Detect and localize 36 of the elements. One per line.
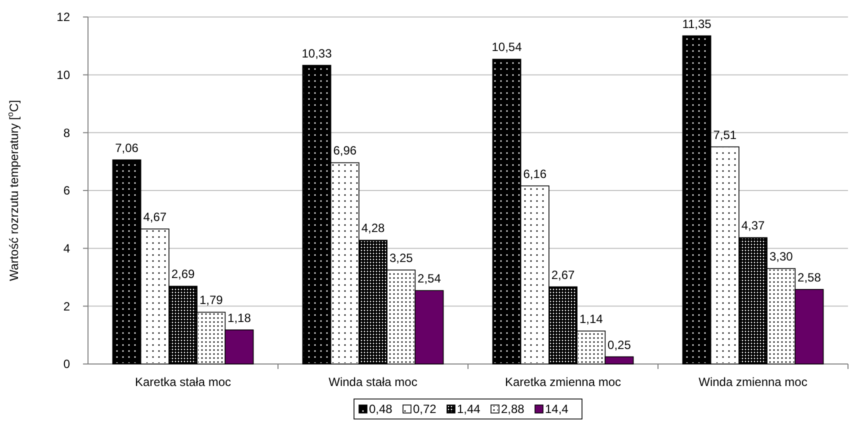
data-label: 2,54 <box>418 272 442 286</box>
data-label: 6,96 <box>333 144 357 158</box>
data-label: 2,58 <box>798 270 822 284</box>
y-tick-label: 2 <box>63 299 70 314</box>
data-label: 1,18 <box>228 310 252 325</box>
x-tick-label: Winda zmienna moc <box>698 375 808 389</box>
data-label: 11,35 <box>682 16 712 31</box>
legend-label: 2,88 <box>501 402 525 416</box>
data-label: 1,79 <box>199 293 224 308</box>
data-label: 3,25 <box>389 251 414 266</box>
data-label: 10,33 <box>302 46 332 60</box>
x-tick-label: Karetka stała moc <box>134 375 232 389</box>
data-label: 3,30 <box>769 250 794 264</box>
legend-label: 0,72 <box>413 402 437 416</box>
data-label: 0,25 <box>608 338 632 352</box>
data-label: 1,14 <box>579 312 604 326</box>
x-tick-label: Winda stała moc <box>328 375 418 389</box>
data-label: 6,16 <box>523 166 547 181</box>
data-label: 2,67 <box>551 268 575 282</box>
legend-label: 1,44 <box>457 402 481 416</box>
data-label: 2,69 <box>171 267 195 282</box>
x-tick-label: Karetka zmienna moc <box>504 375 622 389</box>
data-label: 7,51 <box>713 128 737 142</box>
legend-label: 0,48 <box>369 402 393 416</box>
y-tick-label: 0 <box>63 357 70 372</box>
y-tick-label: 12 <box>56 10 70 24</box>
y-tick-label: 4 <box>63 242 70 256</box>
data-label: 4,28 <box>361 221 385 236</box>
y-tick-label: 8 <box>63 126 70 140</box>
data-label: 4,67 <box>143 210 167 224</box>
data-label: 7,06 <box>115 140 139 155</box>
y-tick-label: 6 <box>63 184 70 198</box>
data-label: 4,37 <box>741 218 765 233</box>
legend-label: 14,4 <box>545 402 569 416</box>
data-label: 10,54 <box>492 40 522 54</box>
y-tick-label: 10 <box>56 68 70 82</box>
